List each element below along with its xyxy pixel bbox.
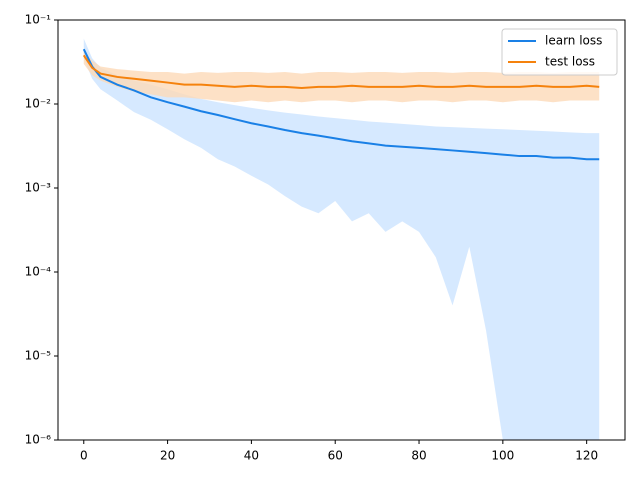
- y-tick-label: 10⁻²: [25, 97, 52, 111]
- plot-frame: [57, 19, 626, 441]
- y-tick-label: 10⁻⁵: [25, 349, 52, 363]
- y-tick-label: 10⁻⁶: [25, 433, 52, 447]
- x-tick-label: 40: [244, 449, 259, 463]
- x-tick-label: 0: [80, 449, 88, 463]
- x-tick-label: 120: [575, 449, 598, 463]
- x-tick-label: 60: [328, 449, 343, 463]
- y-tick-label: 10⁻⁴: [25, 265, 52, 279]
- y-tick-label: 10⁻¹: [25, 13, 52, 27]
- x-tick-label: 80: [411, 449, 426, 463]
- legend-label: test loss: [545, 55, 595, 69]
- band: [83, 38, 600, 440]
- x-tick-label: 20: [160, 449, 175, 463]
- line: [82, 48, 600, 161]
- x-tick-label: 100: [491, 449, 514, 463]
- y-tick-label: 10⁻³: [25, 181, 52, 195]
- band: [83, 51, 600, 103]
- legend-label: learn loss: [545, 34, 602, 48]
- line: [82, 54, 600, 90]
